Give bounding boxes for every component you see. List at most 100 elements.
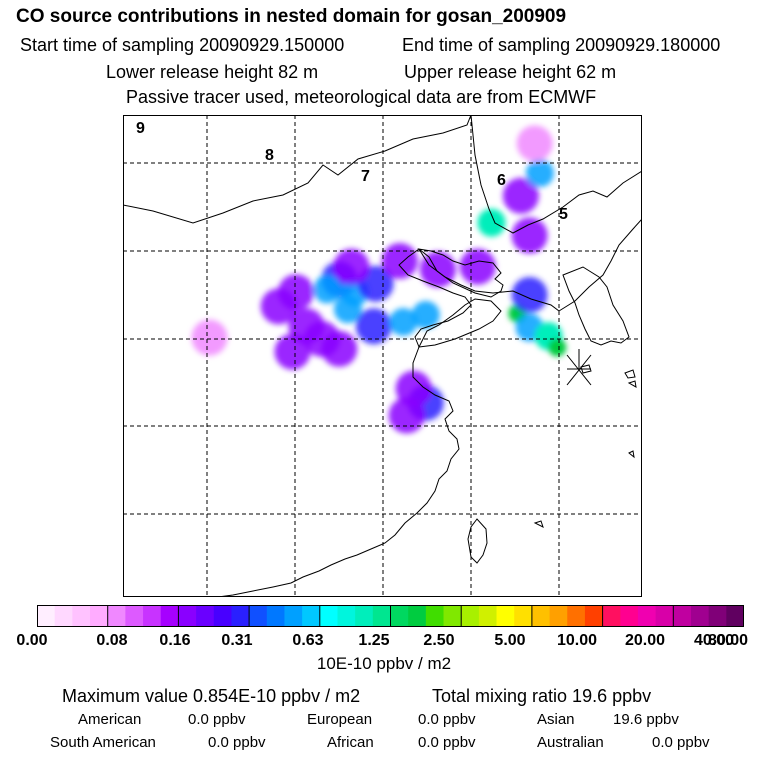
plume-cell bbox=[389, 308, 418, 336]
american-label: American bbox=[78, 711, 142, 728]
colorbar bbox=[37, 605, 744, 627]
grid-lines bbox=[123, 115, 642, 597]
american-value: 0.0 ppbv bbox=[188, 711, 246, 728]
tracer-note: Passive tracer used, meteorological data… bbox=[126, 87, 597, 107]
plume-cell bbox=[477, 208, 506, 237]
colorbar-cell bbox=[107, 605, 126, 627]
end-time-label: End time of sampling 20090929.180000 bbox=[402, 35, 721, 55]
colorbar-cell bbox=[461, 605, 480, 627]
plume-cell bbox=[411, 300, 440, 329]
colorbar-tick-label: 1.25 bbox=[358, 632, 390, 649]
south-american-value: 0.0 ppbv bbox=[208, 734, 266, 751]
island bbox=[624, 369, 636, 379]
colorbar-cell bbox=[673, 605, 692, 627]
upper-release-label: Upper release height 62 m bbox=[404, 62, 617, 82]
colorbar-cell bbox=[72, 605, 91, 627]
bohai-coast bbox=[398, 248, 472, 348]
plume-cell bbox=[388, 397, 425, 434]
african-value: 0.0 ppbv bbox=[418, 734, 476, 751]
colorbar-cell bbox=[90, 605, 109, 627]
plume-cell bbox=[260, 288, 297, 325]
colorbar-tick-label: 0.31 bbox=[221, 632, 253, 649]
colorbar-cell bbox=[390, 605, 409, 627]
colorbar-cell bbox=[196, 605, 215, 627]
colorbar-tick-label: 80.00 bbox=[707, 632, 749, 649]
island bbox=[533, 520, 544, 528]
colorbar-tick-label: 10.00 bbox=[556, 632, 598, 649]
asian-value: 19.6 ppbv bbox=[613, 711, 679, 728]
plume-cell bbox=[525, 159, 554, 188]
map-label: 9 bbox=[136, 120, 145, 137]
plume-cell bbox=[502, 177, 539, 214]
plume-cell bbox=[516, 125, 553, 162]
russia-coast bbox=[558, 218, 642, 312]
colorbar-cell bbox=[213, 605, 232, 627]
lower-release-label: Lower release height 82 m bbox=[106, 62, 319, 82]
start-time-label: Start time of sampling 20090929.150000 bbox=[20, 35, 345, 55]
source-map: 9 8 7 6 5 bbox=[123, 115, 642, 597]
plume-cell bbox=[333, 248, 370, 285]
colorbar-cell bbox=[302, 605, 321, 627]
border-north bbox=[123, 115, 472, 224]
island bbox=[628, 450, 635, 459]
colorbar-cell bbox=[567, 605, 586, 627]
colorbar-cell bbox=[514, 605, 533, 627]
colorbar-cell bbox=[337, 605, 356, 627]
colorbar-cell bbox=[496, 605, 515, 627]
plume-cell bbox=[511, 277, 548, 313]
colorbar-tick-label: 0.16 bbox=[159, 632, 191, 649]
colorbar-tick-label: 0.00 bbox=[16, 632, 48, 649]
plume-cell bbox=[459, 248, 496, 285]
australian-value: 0.0 ppbv bbox=[652, 734, 710, 751]
border-northeast bbox=[470, 115, 642, 234]
plume-cell bbox=[313, 275, 342, 304]
colorbar-cell bbox=[584, 605, 603, 627]
max-value-label: Maximum value 0.854E-10 ppbv / m2 bbox=[62, 686, 361, 706]
total-mixing-label: Total mixing ratio 19.6 ppbv bbox=[432, 686, 652, 706]
colorbar-tick-label: 0.08 bbox=[96, 632, 128, 649]
colorbar-cell bbox=[690, 605, 710, 627]
colorbar-cell bbox=[54, 605, 73, 627]
colorbar-cell bbox=[37, 605, 56, 627]
colorbar-tick-label: 2.50 bbox=[423, 632, 455, 649]
plume-cell bbox=[395, 370, 432, 407]
colorbar-cell bbox=[284, 605, 303, 627]
colorbar-tick-label: 40.00 bbox=[693, 632, 735, 649]
liaodong-coast bbox=[417, 248, 504, 298]
south-american-label: South American bbox=[50, 734, 156, 751]
colorbar-cell bbox=[620, 605, 639, 627]
colorbar-cell bbox=[160, 605, 179, 627]
island bbox=[627, 380, 637, 388]
colorbar-cell bbox=[178, 605, 197, 627]
plume-cell bbox=[381, 243, 418, 279]
colorbar-cell bbox=[125, 605, 144, 627]
receptor-marker bbox=[566, 349, 592, 386]
colorbar-units: 10E-10 ppbv / m2 bbox=[316, 654, 452, 673]
colorbar-cell bbox=[478, 605, 497, 627]
shandong-coast bbox=[418, 298, 502, 348]
taiwan bbox=[467, 518, 488, 564]
jeju-island bbox=[580, 364, 592, 374]
plume-cell bbox=[333, 295, 362, 324]
european-value: 0.0 ppbv bbox=[418, 711, 476, 728]
colorbar-cell bbox=[231, 605, 250, 627]
colorbar-tick-label: 0.63 bbox=[292, 632, 324, 649]
plume-cell bbox=[274, 333, 311, 370]
colorbar-cell bbox=[143, 605, 162, 627]
colorbar-tick-label: 20.00 bbox=[624, 632, 666, 649]
receptor-marker-line bbox=[566, 354, 592, 386]
asian-label: Asian bbox=[537, 711, 575, 728]
colorbar-cell bbox=[655, 605, 674, 627]
map-label: 6 bbox=[497, 172, 506, 189]
plume-cell bbox=[511, 217, 548, 254]
chart-title: CO source contributions in nested domain… bbox=[16, 6, 567, 27]
colorbar-cell bbox=[708, 605, 727, 627]
map-label: 7 bbox=[361, 168, 370, 185]
plume-cell bbox=[548, 338, 567, 357]
african-label: African bbox=[327, 734, 374, 751]
china-east-coast bbox=[217, 346, 460, 597]
colorbar-cell bbox=[443, 605, 462, 627]
colorbar-cell bbox=[355, 605, 374, 627]
coastlines bbox=[123, 115, 642, 597]
colorbar-cell bbox=[531, 605, 550, 627]
